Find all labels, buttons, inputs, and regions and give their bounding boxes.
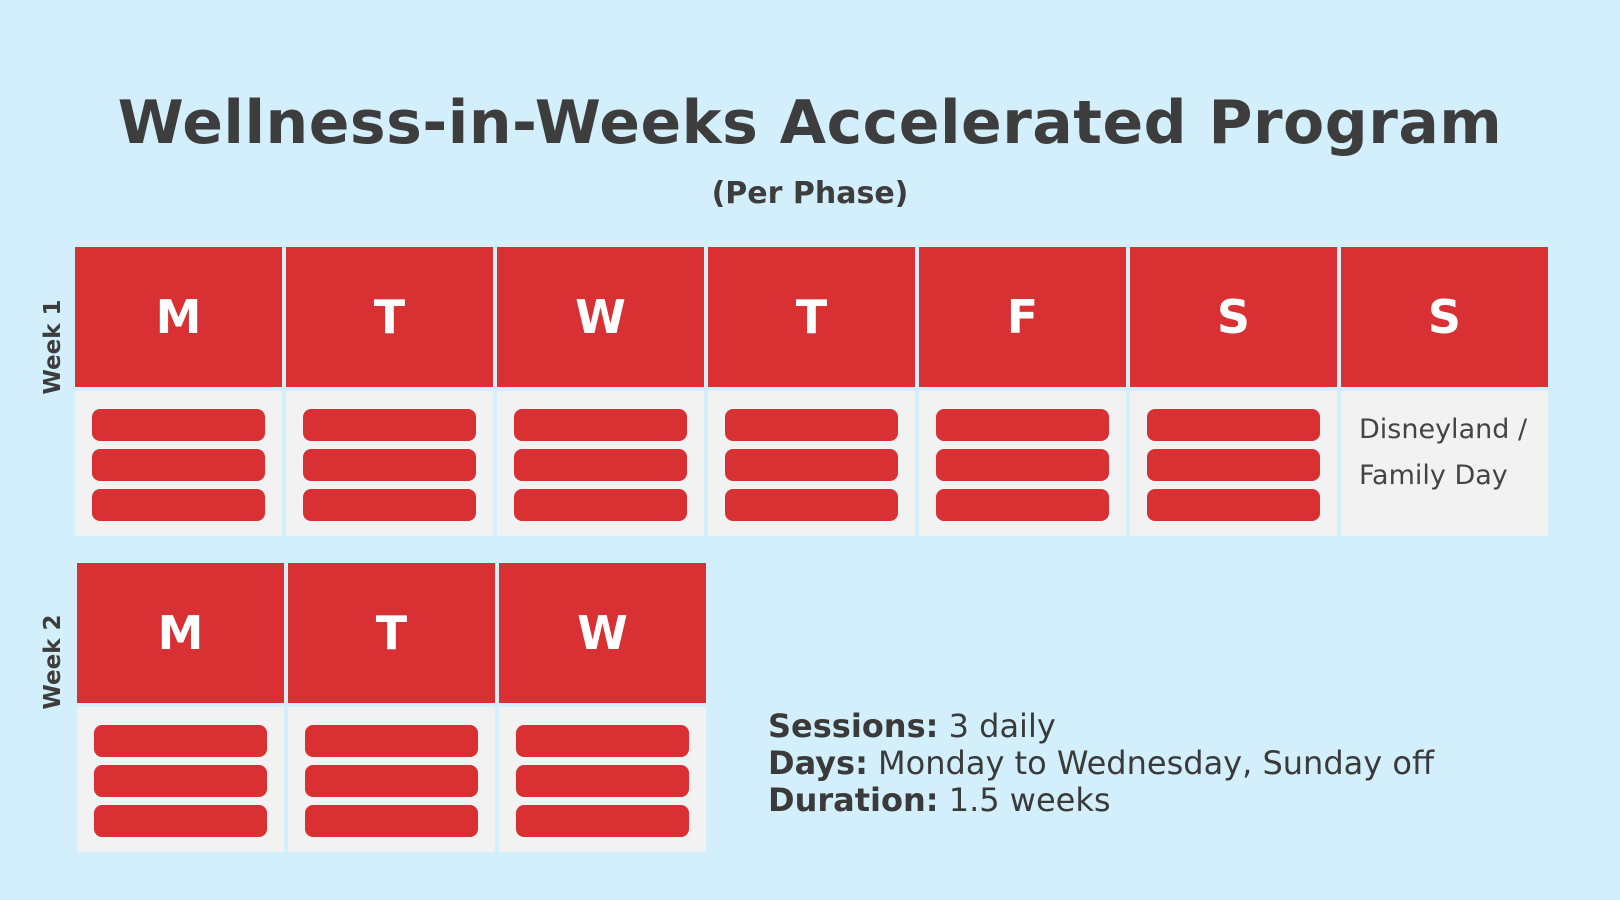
session-bar <box>94 805 267 837</box>
session-bar <box>936 489 1109 521</box>
session-bar <box>92 409 265 441</box>
day-header: W <box>499 563 706 703</box>
session-bar <box>1147 489 1320 521</box>
day-header: F <box>919 247 1126 387</box>
session-bar <box>94 765 267 797</box>
session-bar <box>936 449 1109 481</box>
session-bar <box>94 725 267 757</box>
day-sessions <box>288 707 495 852</box>
day-sessions <box>708 391 915 536</box>
session-bar <box>303 449 476 481</box>
info-value: 3 daily <box>938 707 1056 745</box>
session-bar <box>305 725 478 757</box>
session-bar <box>303 409 476 441</box>
page-title: Wellness-in-Weeks Accelerated Program <box>117 88 1503 158</box>
session-bar <box>514 409 687 441</box>
session-bar <box>92 489 265 521</box>
day-header: T <box>708 247 915 387</box>
week-label: Week 2 <box>40 614 66 710</box>
week-label: Week 1 <box>40 299 66 395</box>
day-column: F <box>919 247 1126 536</box>
info-sessions: Sessions: 3 daily <box>768 708 1434 745</box>
day-column: S Disneyland / Family Day <box>1341 247 1548 536</box>
day-sessions <box>497 391 704 536</box>
info-key: Days: <box>768 744 868 782</box>
session-bar <box>305 805 478 837</box>
session-bar <box>514 449 687 481</box>
session-bar <box>303 489 476 521</box>
note-line: Family Day <box>1359 460 1508 491</box>
day-sessions <box>286 391 493 536</box>
day-sessions <box>77 707 284 852</box>
session-bar <box>725 409 898 441</box>
day-sessions <box>1130 391 1337 536</box>
day-header: T <box>286 247 493 387</box>
day-header: M <box>75 247 282 387</box>
session-bar <box>725 489 898 521</box>
session-bar <box>516 765 689 797</box>
day-header: S <box>1341 247 1548 387</box>
session-bar <box>936 409 1109 441</box>
day-column: W <box>499 563 706 852</box>
session-bar <box>725 449 898 481</box>
day-header: M <box>77 563 284 703</box>
day-header: W <box>497 247 704 387</box>
family-day-note: Disneyland / Family Day <box>1341 391 1548 536</box>
page-subtitle: (Per Phase) <box>711 176 909 211</box>
day-sessions <box>499 707 706 852</box>
info-value: 1.5 weeks <box>938 781 1111 819</box>
info-key: Duration: <box>768 781 939 819</box>
session-bar <box>514 489 687 521</box>
day-header: S <box>1130 247 1337 387</box>
session-bar <box>516 805 689 837</box>
day-column: T <box>288 563 495 852</box>
info-days: Days: Monday to Wednesday, Sunday off <box>768 745 1434 782</box>
day-column: M <box>75 247 282 536</box>
info-key: Sessions: <box>768 707 939 745</box>
day-column: T <box>708 247 915 536</box>
session-bar <box>305 765 478 797</box>
info-value: Monday to Wednesday, Sunday off <box>867 744 1434 782</box>
day-column: W <box>497 247 704 536</box>
session-bar <box>1147 409 1320 441</box>
day-column: T <box>286 247 493 536</box>
program-info: Sessions: 3 daily Days: Monday to Wednes… <box>768 708 1434 819</box>
day-column: M <box>77 563 284 852</box>
session-bar <box>516 725 689 757</box>
day-sessions <box>75 391 282 536</box>
session-bar <box>1147 449 1320 481</box>
session-bar <box>92 449 265 481</box>
week-2-row: M T W <box>77 563 706 852</box>
week-1-row: M T W T F <box>75 247 1548 536</box>
day-column: S <box>1130 247 1337 536</box>
day-sessions <box>919 391 1126 536</box>
day-header: T <box>288 563 495 703</box>
note-line: Disneyland / <box>1359 414 1528 445</box>
info-duration: Duration: 1.5 weeks <box>768 782 1434 819</box>
